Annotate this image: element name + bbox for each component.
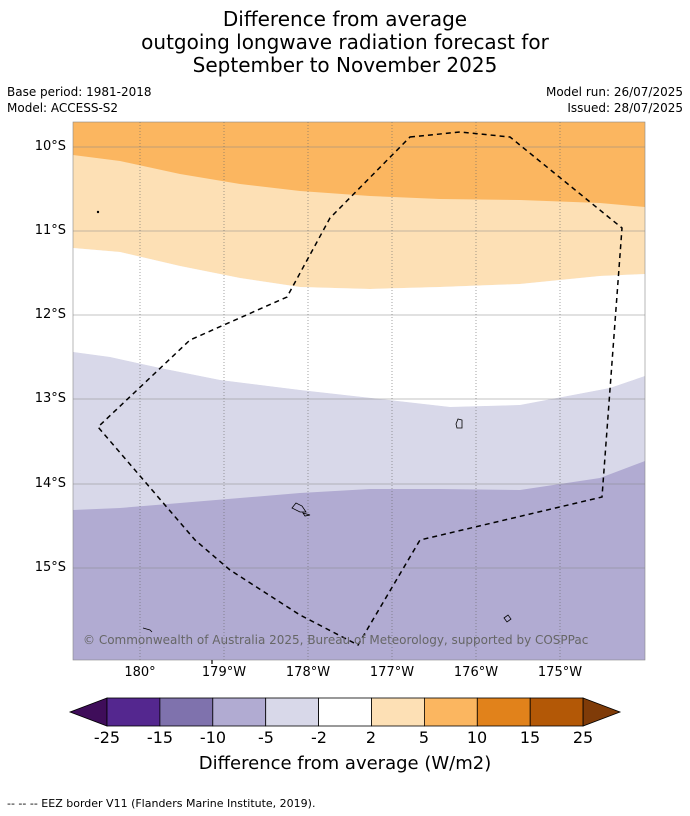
cb-tick-9: 25 [572, 728, 594, 747]
issued-date: Issued: 28/07/2025 [567, 101, 683, 115]
eez-border [96, 131, 623, 646]
colorbar-segment-7 [423, 697, 478, 727]
title-line-2: outgoing longwave radiation forecast for [141, 30, 549, 54]
chart-title: Difference from average outgoing longwav… [0, 8, 690, 77]
lon-label-178w: 178°W [285, 665, 331, 680]
lat-label-10s: 10°S [34, 139, 66, 154]
title-line-3: September to November 2025 [192, 53, 498, 77]
colorbar-extend-high [582, 697, 622, 727]
island-wallis-small [302, 512, 311, 517]
island-futuna [142, 627, 153, 633]
lon-label-177w: 177°W [369, 665, 415, 680]
lon-label-176w: 176°W [453, 665, 499, 680]
cb-tick-8: 15 [519, 728, 541, 747]
cb-tick-0: -25 [93, 728, 121, 747]
island-niuafoou [503, 614, 512, 623]
island-wallis [291, 502, 307, 513]
cb-tick-7: 10 [466, 728, 488, 747]
colorbar-title: Difference from average (W/m2) [198, 753, 492, 774]
cb-tick-1: -15 [146, 728, 174, 747]
lat-label-15s: 15°S [34, 560, 66, 575]
lat-label-13s: 13°S [34, 391, 66, 406]
cb-tick-5: 2 [365, 728, 377, 747]
band-orange-mid [73, 122, 645, 207]
model-name: Model: ACCESS-S2 [7, 101, 119, 115]
anomaly-fill [73, 122, 645, 660]
lat-label-14s: 14°S [34, 476, 66, 491]
meta-right: Model run: 26/07/2025 Issued: 28/07/2025 [546, 84, 683, 116]
model-run: Model run: 26/07/2025 [545, 85, 683, 99]
cb-tick-3: -5 [258, 728, 274, 747]
island-dot [96, 210, 100, 214]
lon-label-179w: 179°W [201, 665, 247, 680]
band-white-mid [73, 248, 645, 407]
colorbar-segment-5 [318, 697, 372, 727]
island-tuvalu-a [455, 418, 463, 429]
colorbar-extend-low [68, 697, 108, 727]
base-period: Base period: 1981-2018 [7, 85, 152, 99]
map-frame [72, 121, 646, 661]
cb-tick-4: -2 [311, 728, 327, 747]
grid-lines [73, 122, 645, 660]
colorbar-segments [68, 697, 622, 727]
lon-label-180: 180° [124, 665, 156, 680]
colorbar-segment-2 [159, 697, 214, 727]
colorbar-segment-1 [106, 697, 161, 727]
lon-label-175w: 175°W [537, 665, 583, 680]
lat-label-12s: 12°S [34, 307, 66, 322]
copyright: © Commonwealth of Australia 2025, Bureau… [83, 633, 589, 647]
band-purple-lightest-mid [73, 352, 645, 510]
colorbar-segment-6 [371, 697, 425, 727]
colorbar-segment-3 [212, 697, 267, 727]
islands [96, 210, 512, 633]
colorbar-segment-9 [529, 697, 584, 727]
meta-left: Base period: 1981-2018 Model: ACCESS-S2 [7, 84, 152, 116]
colorbar-segment-4 [265, 697, 320, 727]
cb-tick-2: -10 [199, 728, 227, 747]
cb-tick-6: 5 [418, 728, 430, 747]
colorbar-segment-8 [476, 697, 531, 727]
forecast-map [72, 121, 646, 664]
lat-label-11s: 11°S [34, 223, 66, 238]
title-line-1: Difference from average [222, 7, 468, 31]
eez-legend: -- -- -- EEZ border V11 (Flanders Marine… [7, 797, 316, 810]
